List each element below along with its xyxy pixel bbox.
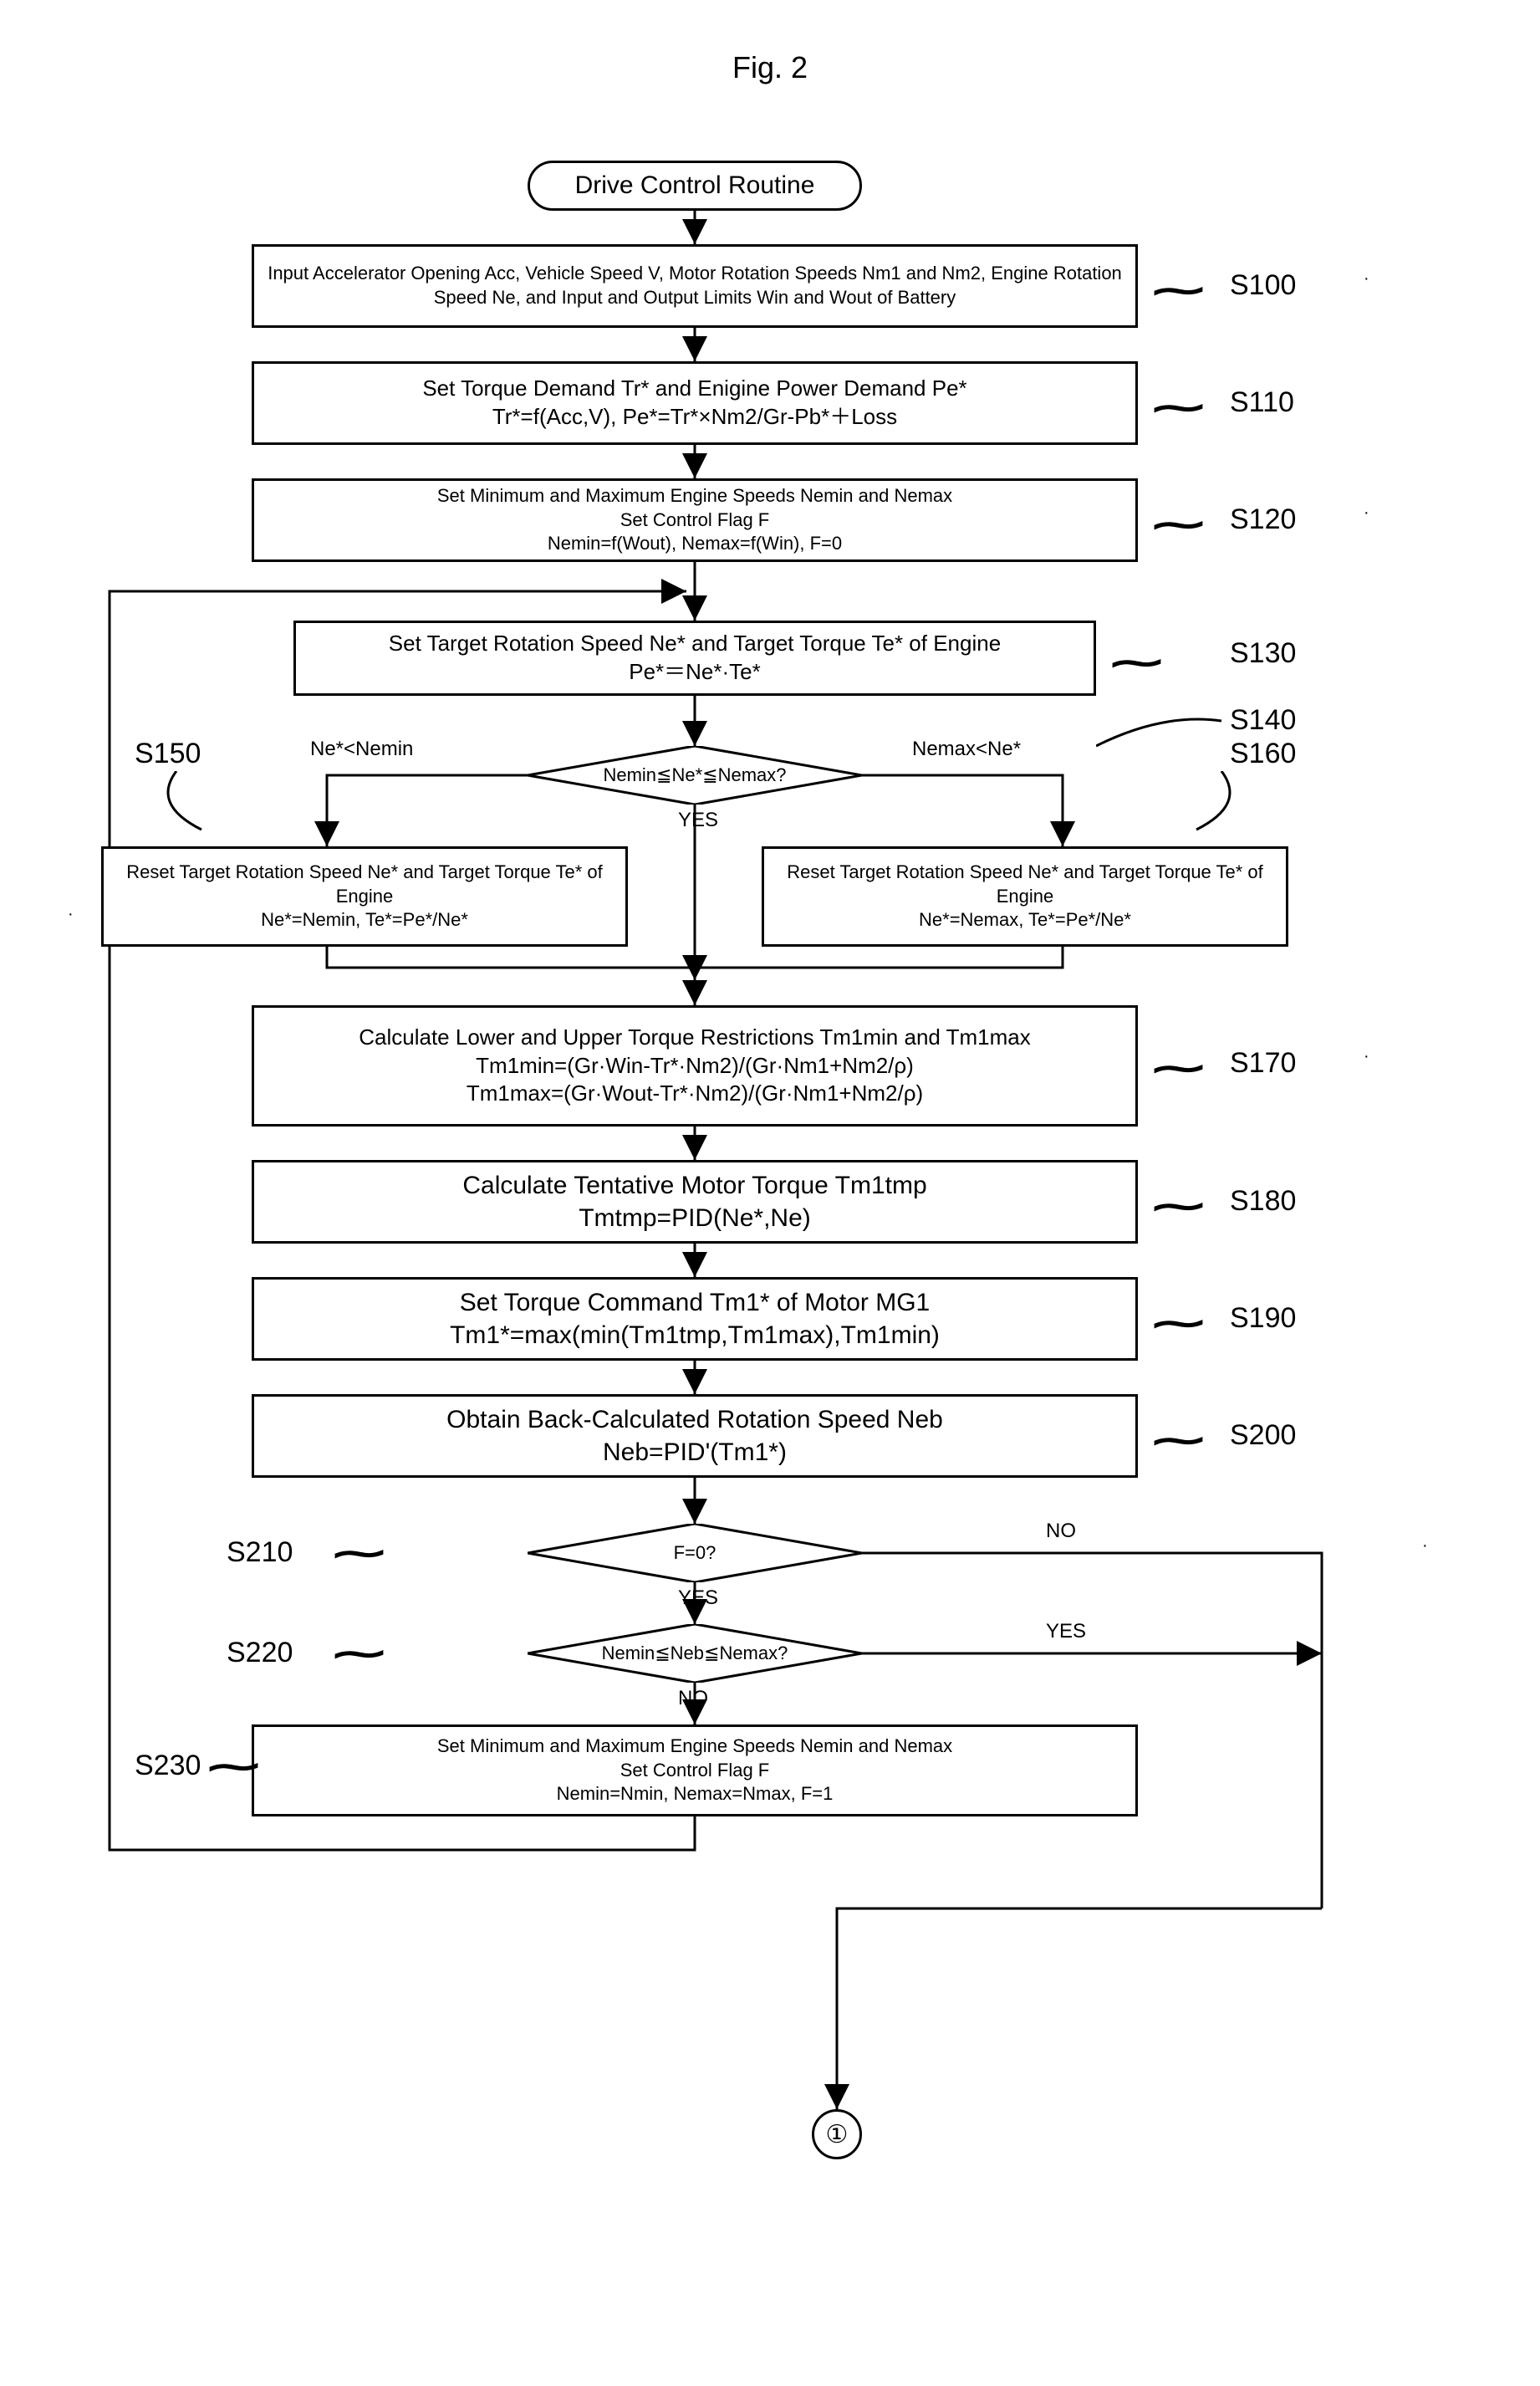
label-s160: S160	[1230, 738, 1296, 770]
s170-l3: Tm1max=(Gr·Wout-Tr*·Nm2)/(Gr·Nm1+Nm2/ρ)	[467, 1080, 923, 1108]
s210-yes: YES	[678, 1586, 718, 1610]
s190-l1: Set Torque Command Tm1* of Motor MG1	[460, 1286, 930, 1319]
s130-l2: Pe*＝Ne*·Te*	[629, 658, 761, 687]
s180-l1: Calculate Tentative Motor Torque Tm1tmp	[462, 1169, 926, 1202]
figure-title: Fig. 2	[33, 50, 1507, 85]
flowchart-canvas: Drive Control Routine Input Accelerator …	[59, 152, 1481, 2243]
tilde-s170: ∼	[1148, 1047, 1210, 1090]
decision-s210: F=0?	[528, 1524, 862, 1582]
label-s230: S230	[135, 1750, 201, 1782]
s210-no: NO	[1046, 1520, 1076, 1543]
s230-l2: Set Control Flag F	[620, 1759, 770, 1783]
leader-s160	[1146, 771, 1247, 838]
s140-right: Nemax<Ne*	[912, 738, 1021, 761]
process-s230: Set Minimum and Maximum Engine Speeds Ne…	[252, 1724, 1138, 1816]
process-s170: Calculate Lower and Upper Torque Restric…	[252, 1005, 1138, 1127]
label-s190: S190	[1230, 1302, 1296, 1335]
s160-l2: Ne*=Nemax, Te*=Pe*/Ne*	[919, 908, 1131, 932]
s170-l1: Calculate Lower and Upper Torque Restric…	[359, 1024, 1031, 1052]
tilde-s180: ∼	[1148, 1185, 1210, 1228]
tilde-s220: ∼	[329, 1632, 390, 1675]
label-s100: S100	[1230, 269, 1296, 302]
s110-l2: Tr*=f(Acc,V), Pe*=Tr*×Nm2/Gr-Pb*＋Loss	[492, 403, 897, 432]
s120-l1: Set Minimum and Maximum Engine Speeds Ne…	[437, 484, 952, 508]
leader-s140	[1096, 704, 1230, 754]
s180-l2: Tmtmp=PID(Ne*,Ne)	[579, 1202, 811, 1234]
s140-left: Ne*<Nemin	[310, 738, 413, 761]
process-s130: Set Target Rotation Speed Ne* and Target…	[293, 621, 1096, 696]
s230-l3: Nemin=Nmin, Nemax=Nmax, F=1	[557, 1782, 834, 1806]
tilde-s230: ∼	[203, 1745, 265, 1788]
label-s200: S200	[1230, 1419, 1296, 1452]
terminator-start: Drive Control Routine	[528, 161, 862, 211]
tilde-s190: ∼	[1148, 1302, 1210, 1345]
dot: ·	[1364, 1047, 1369, 1066]
process-s180: Calculate Tentative Motor Torque Tm1tmp …	[252, 1160, 1138, 1244]
label-s170: S170	[1230, 1047, 1296, 1080]
s150-l1: Reset Target Rotation Speed Ne* and Targ…	[104, 861, 625, 908]
tilde-s200: ∼	[1148, 1419, 1210, 1462]
s140-cond: Nemin≦Ne*≦Nemax?	[528, 764, 862, 786]
s220-yes: YES	[1046, 1620, 1086, 1643]
s110-l1: Set Torque Demand Tr* and Enigine Power …	[422, 375, 966, 403]
dot: ·	[1364, 269, 1369, 289]
leader-s150	[151, 771, 252, 838]
s120-l2: Set Control Flag F	[620, 508, 770, 533]
label-s180: S180	[1230, 1185, 1296, 1218]
decision-s220: Nemin≦Neb≦Nemax?	[528, 1624, 862, 1683]
process-s110: Set Torque Demand Tr* and Enigine Power …	[252, 361, 1138, 445]
process-s120: Set Minimum and Maximum Engine Speeds Ne…	[252, 478, 1138, 562]
process-s160: Reset Target Rotation Speed Ne* and Targ…	[762, 846, 1288, 947]
decision-s140: Nemin≦Ne*≦Nemax?	[528, 746, 862, 805]
process-s190: Set Torque Command Tm1* of Motor MG1 Tm1…	[252, 1277, 1138, 1361]
label-s140: S140	[1230, 704, 1296, 737]
s120-l3: Nemin=f(Wout), Nemax=f(Win), F=0	[548, 532, 842, 556]
s200-l2: Neb=PID'(Tm1*)	[603, 1436, 787, 1469]
label-s220: S220	[227, 1637, 293, 1669]
s220-no: NO	[678, 1687, 708, 1710]
dot: ·	[1422, 1536, 1428, 1556]
connector-1: ①	[812, 2109, 862, 2159]
tilde-s130: ∼	[1106, 641, 1168, 684]
dot: ·	[1364, 503, 1369, 523]
label-s150: S150	[135, 738, 201, 770]
label-s110: S110	[1230, 386, 1294, 419]
s200-l1: Obtain Back-Calculated Rotation Speed Ne…	[446, 1403, 943, 1436]
label-s130: S130	[1230, 637, 1296, 670]
label-s210: S210	[227, 1536, 293, 1569]
s150-l2: Ne*=Nemin, Te*=Pe*/Ne*	[261, 908, 468, 932]
s170-l2: Tm1min=(Gr·Win-Tr*·Nm2)/(Gr·Nm1+Nm2/ρ)	[476, 1052, 914, 1081]
label-s120: S120	[1230, 503, 1296, 536]
tilde-s120: ∼	[1148, 503, 1210, 546]
s190-l2: Tm1*=max(min(Tm1tmp,Tm1max),Tm1min)	[450, 1319, 940, 1351]
dot: ·	[68, 905, 74, 924]
tilde-s210: ∼	[329, 1532, 390, 1575]
s140-yes: YES	[678, 809, 718, 832]
tilde-s110: ∼	[1148, 386, 1210, 429]
process-s200: Obtain Back-Calculated Rotation Speed Ne…	[252, 1394, 1138, 1478]
process-s150: Reset Target Rotation Speed Ne* and Targ…	[101, 846, 628, 947]
process-s100: Input Accelerator Opening Acc, Vehicle S…	[252, 244, 1138, 328]
tilde-s100: ∼	[1148, 269, 1210, 312]
s160-l1: Reset Target Rotation Speed Ne* and Targ…	[764, 861, 1286, 908]
s210-cond: F=0?	[528, 1542, 862, 1564]
s100-text: Input Accelerator Opening Acc, Vehicle S…	[254, 262, 1135, 309]
s220-cond: Nemin≦Neb≦Nemax?	[528, 1643, 862, 1664]
s130-l1: Set Target Rotation Speed Ne* and Target…	[389, 630, 1001, 658]
s230-l1: Set Minimum and Maximum Engine Speeds Ne…	[437, 1735, 952, 1759]
